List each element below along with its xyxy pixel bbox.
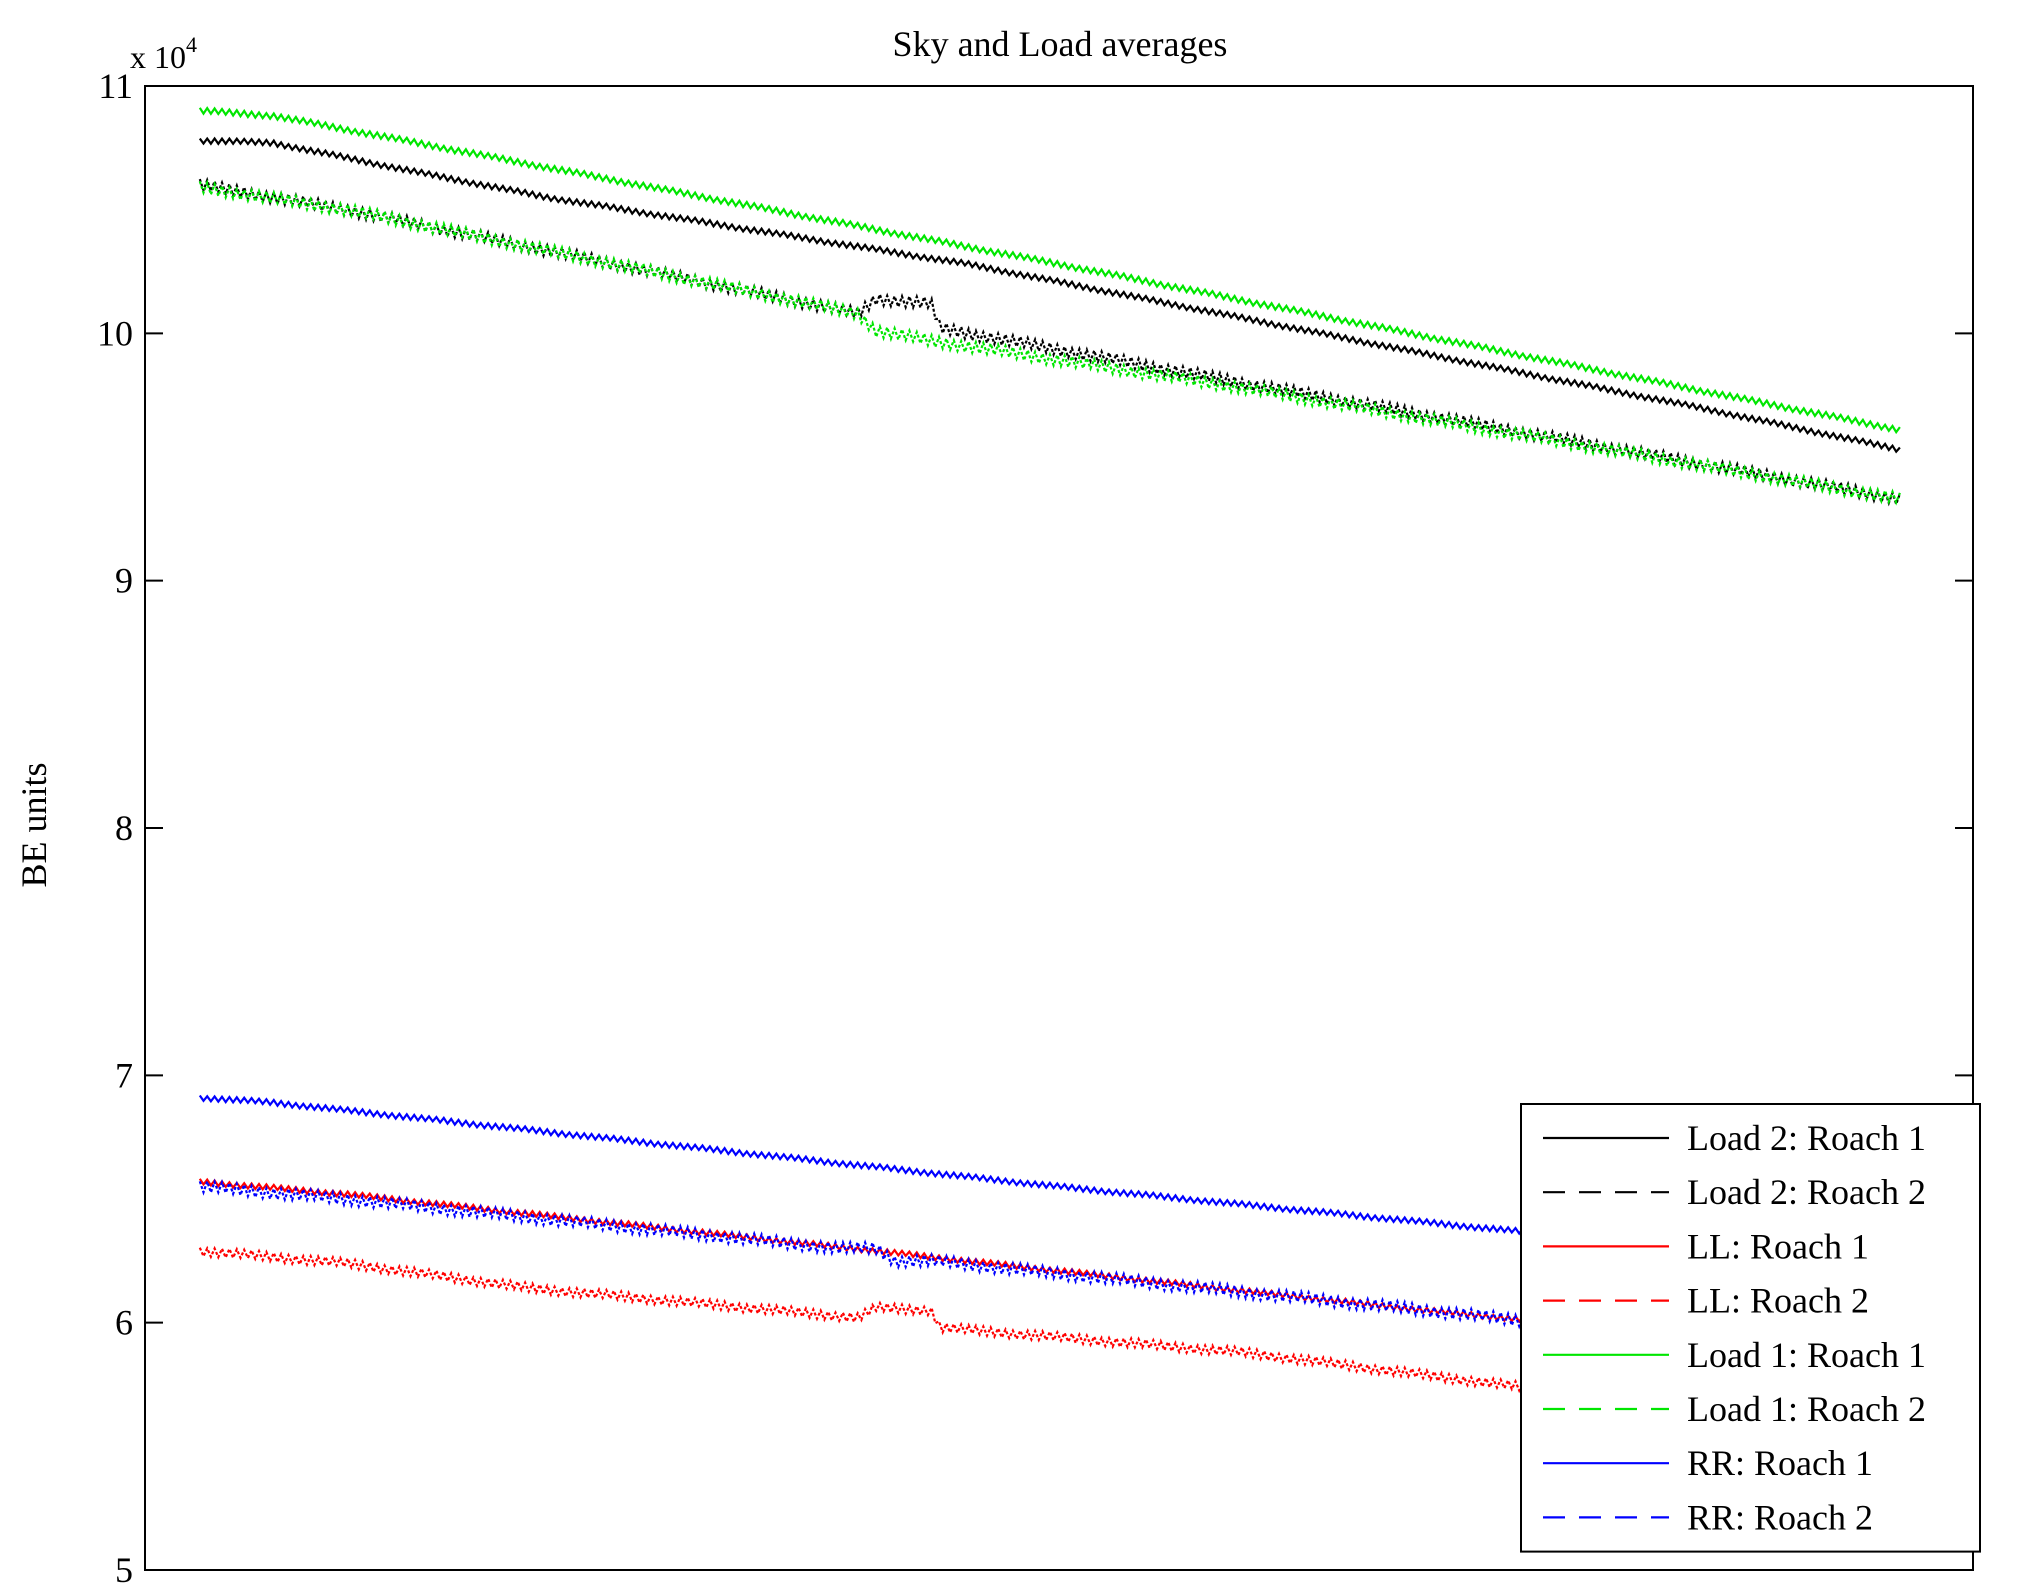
y-tick-label-11: 11 xyxy=(98,66,133,106)
legend-label-2: Load 2: Roach 2 xyxy=(1687,1172,1926,1212)
legend-label-6: Load 1: Roach 2 xyxy=(1687,1389,1926,1429)
legend: Load 2: Roach 1 Load 2: Roach 2 LL: Roach … xyxy=(1520,1103,1981,1553)
series-line-4 xyxy=(198,1245,1901,1441)
y-multiplier-base: x 10 xyxy=(130,39,186,75)
y-multiplier: x 104 xyxy=(130,32,197,75)
y-tick-label-5: 5 xyxy=(115,1550,133,1590)
y-tick-label-9: 9 xyxy=(115,561,133,601)
legend-label-7: RR: Roach 1 xyxy=(1687,1443,1873,1483)
y-multiplier-exponent: 4 xyxy=(186,32,197,57)
y-tick-label-8: 8 xyxy=(115,808,133,848)
legend-label-1: Load 2: Roach 1 xyxy=(1687,1118,1926,1158)
chart-title: Sky and Load averages xyxy=(893,24,1228,64)
legend-label-4: LL: Roach 2 xyxy=(1687,1281,1869,1321)
legend-label-3: LL: Roach 1 xyxy=(1687,1226,1869,1266)
y-tick-label-6: 6 xyxy=(115,1303,133,1343)
y-tick-label-10: 10 xyxy=(97,313,133,353)
legend-box xyxy=(1520,1103,1981,1553)
legend-label-5: Load 1: Roach 1 xyxy=(1687,1335,1926,1375)
y-tick-label-7: 7 xyxy=(115,1055,133,1095)
series-line-2 xyxy=(198,176,1901,508)
legend-label-8: RR: Roach 2 xyxy=(1687,1497,1873,1537)
series-line-5 xyxy=(198,106,1901,435)
y-ticks: 5 6 7 8 9 10 11 xyxy=(97,66,1973,1590)
series-line-6 xyxy=(198,179,1901,506)
series-line-1 xyxy=(198,136,1901,454)
y-axis-label: BE units xyxy=(14,762,54,887)
